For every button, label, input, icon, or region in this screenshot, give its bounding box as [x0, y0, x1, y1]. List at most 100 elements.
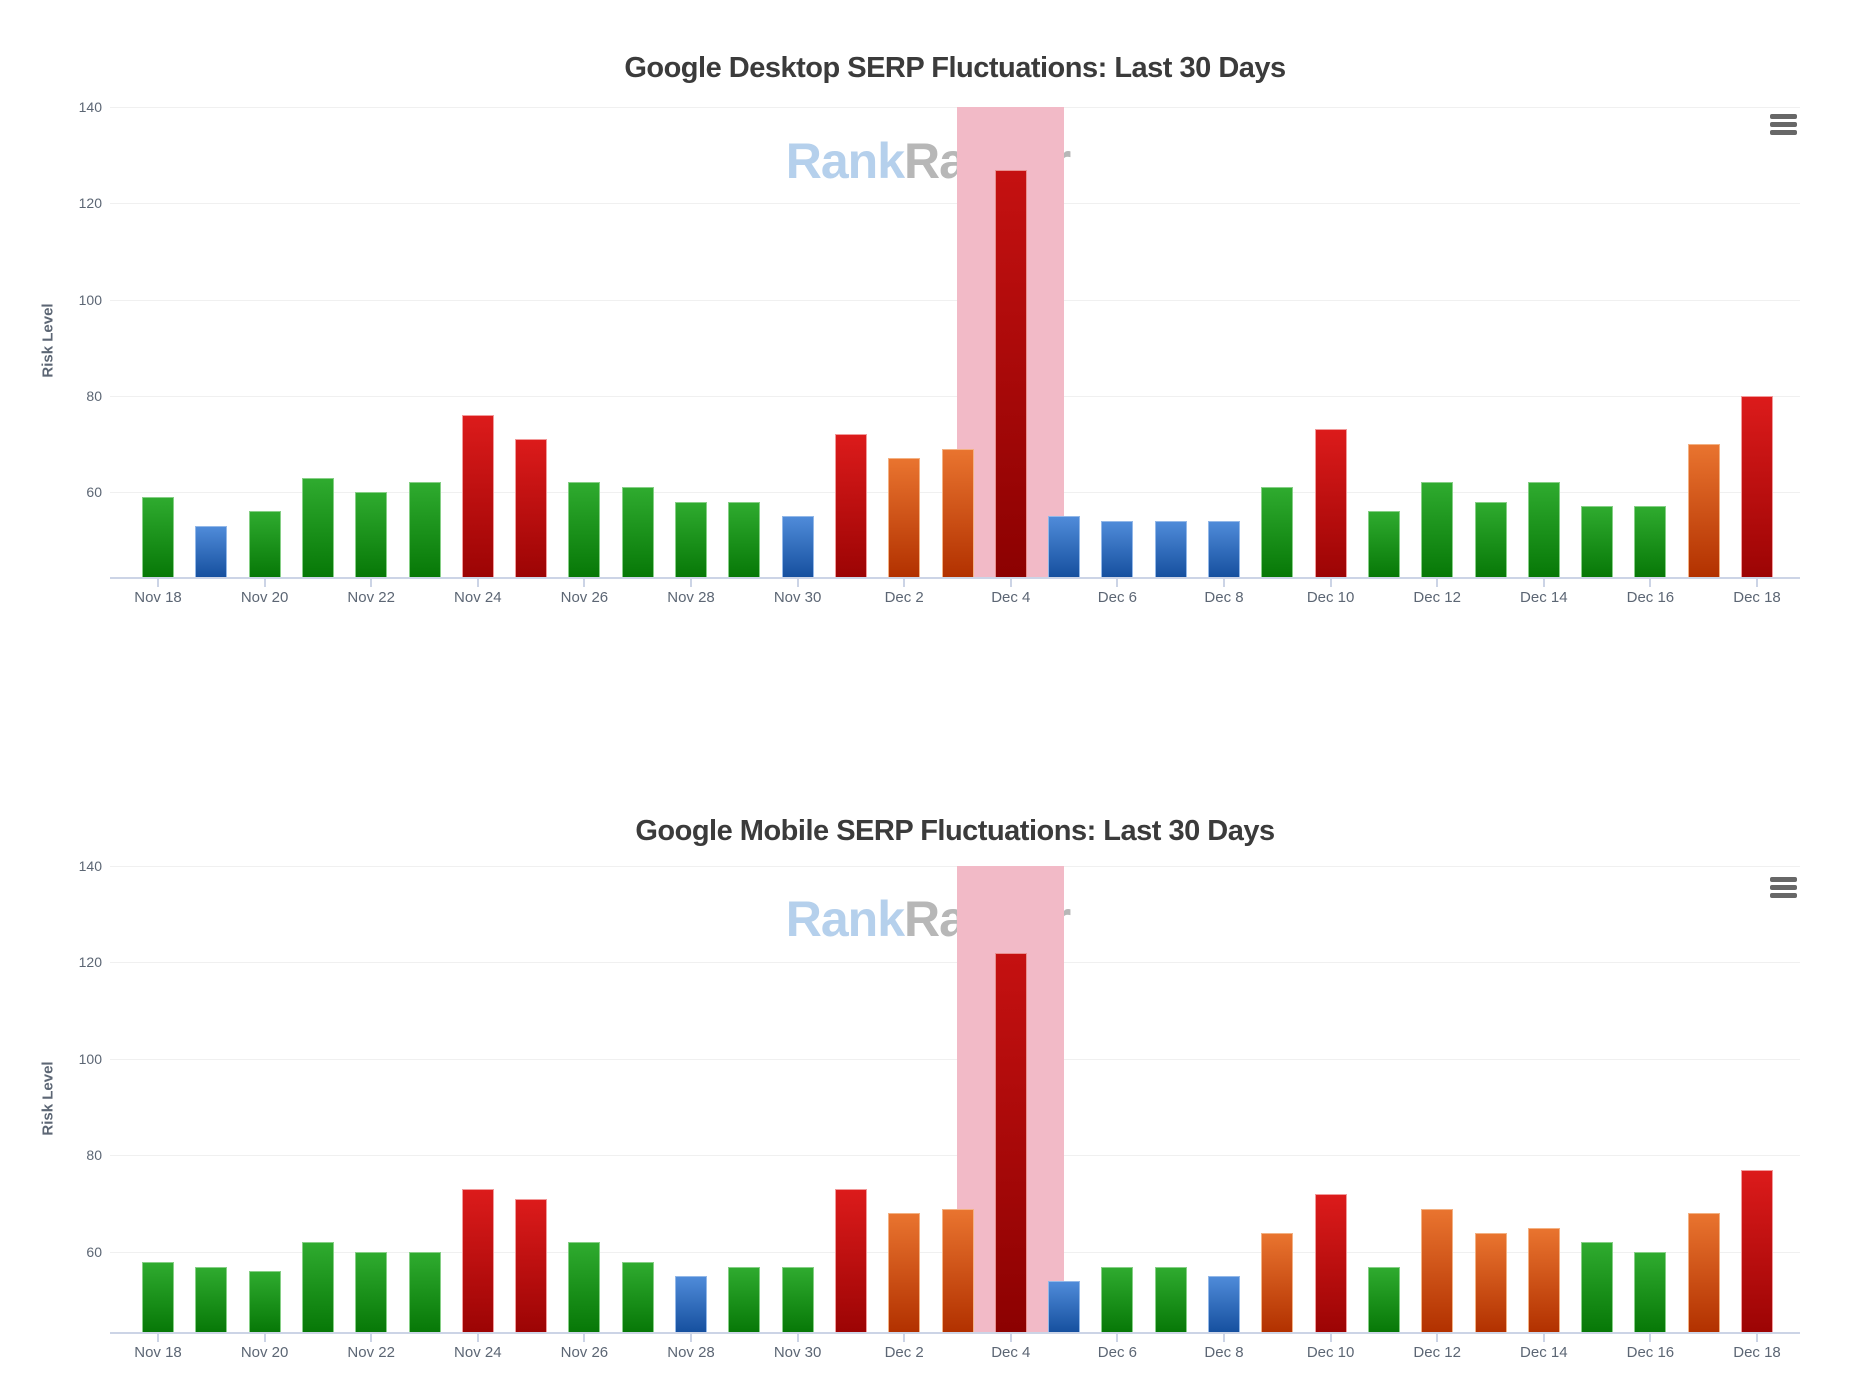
x-axis-tick [157, 579, 159, 587]
bar-dec-12[interactable] [1421, 482, 1454, 577]
x-axis-label: Dec 2 [884, 1344, 924, 1361]
bar-dec-11[interactable] [1367, 1266, 1400, 1332]
bar-nov-18[interactable] [142, 496, 174, 577]
bar-nov-29[interactable] [728, 501, 761, 577]
bar-nov-23[interactable] [408, 482, 441, 577]
bar-dec-8[interactable] [1208, 1276, 1240, 1332]
x-axis-tick [583, 579, 586, 587]
bar-dec-9[interactable] [1261, 1232, 1294, 1332]
bar-dec-6[interactable] [1101, 520, 1134, 577]
x-axis-label: Dec 18 [1733, 589, 1781, 606]
x-axis-label: Nov 20 [240, 589, 289, 606]
bar-dec-8[interactable] [1208, 520, 1240, 577]
gridline-y-80 [110, 395, 1800, 397]
bar-dec-13[interactable] [1474, 1232, 1507, 1332]
bar-nov-27[interactable] [621, 1261, 654, 1332]
bar-nov-20[interactable] [248, 511, 281, 578]
x-axis-tick [1436, 1334, 1439, 1342]
bar-nov-22[interactable] [355, 492, 388, 577]
y-axis-title: Risk Level [39, 303, 57, 378]
bar-nov-30[interactable] [781, 516, 814, 577]
x-axis-line [110, 1332, 1800, 1334]
y-axis-tick-label: 140 [78, 857, 102, 874]
bar-dec-13[interactable] [1474, 501, 1507, 577]
x-axis-tick [1542, 1334, 1545, 1342]
x-axis-label: Dec 4 [991, 589, 1031, 606]
x-axis-tick [1756, 579, 1758, 587]
x-axis-label: Dec 8 [1204, 589, 1244, 606]
x-axis-label: Nov 22 [347, 589, 395, 606]
x-axis-tick [263, 579, 266, 587]
bar-dec-2[interactable] [888, 1213, 921, 1332]
bar-nov-25[interactable] [515, 439, 548, 577]
bar-dec-14[interactable] [1527, 1227, 1560, 1332]
bar-dec-1[interactable] [834, 434, 867, 578]
chart-title: Google Mobile SERP Fluctuations: Last 30… [635, 815, 1275, 847]
x-axis-tick [1542, 579, 1545, 587]
y-axis-tick-label: 100 [78, 1050, 102, 1067]
bar-nov-27[interactable] [621, 487, 654, 577]
bar-dec-3[interactable] [941, 448, 974, 577]
bar-dec-10[interactable] [1314, 1194, 1347, 1332]
bar-dec-18[interactable] [1741, 1169, 1773, 1332]
bar-dec-17[interactable] [1687, 443, 1720, 577]
y-axis-tick-label: 100 [78, 291, 102, 308]
bar-dec-7[interactable] [1154, 1266, 1187, 1332]
gridline-y-120 [110, 962, 1800, 964]
bar-dec-3[interactable] [941, 1208, 974, 1332]
bar-dec-18[interactable] [1741, 395, 1773, 578]
bar-dec-16[interactable] [1634, 506, 1667, 577]
bar-nov-26[interactable] [568, 1242, 601, 1332]
x-axis-tick [476, 579, 479, 587]
x-axis-label: Dec 14 [1520, 589, 1568, 606]
y-axis-tick-label: 140 [78, 99, 102, 115]
bar-nov-24[interactable] [461, 1189, 494, 1332]
bar-dec-12[interactable] [1421, 1208, 1454, 1332]
bar-dec-9[interactable] [1261, 487, 1294, 577]
x-axis-tick [370, 579, 373, 587]
bar-dec-14[interactable] [1527, 482, 1560, 577]
x-axis-label: Dec 12 [1413, 1344, 1461, 1361]
y-axis-title: Risk Level [39, 1061, 57, 1136]
bar-dec-5[interactable] [1048, 516, 1081, 577]
bar-dec-15[interactable] [1581, 506, 1614, 577]
x-axis-label: Dec 14 [1520, 1344, 1568, 1361]
bar-dec-15[interactable] [1581, 1242, 1614, 1332]
x-axis-label: Dec 2 [884, 589, 924, 606]
bar-dec-7[interactable] [1154, 520, 1187, 577]
bar-nov-21[interactable] [301, 477, 334, 577]
x-axis-tick [1223, 579, 1225, 587]
hamburger-menu-icon [1770, 114, 1797, 119]
bar-dec-5[interactable] [1048, 1281, 1081, 1332]
hamburger-menu-icon [1770, 130, 1797, 135]
y-axis-tick-label: 80 [86, 1147, 102, 1164]
bar-nov-24[interactable] [461, 415, 494, 577]
bar-dec-10[interactable] [1314, 429, 1347, 577]
bar-nov-30[interactable] [781, 1266, 814, 1332]
bar-nov-18[interactable] [142, 1261, 174, 1332]
bar-nov-28[interactable] [675, 1276, 707, 1332]
bar-nov-21[interactable] [301, 1242, 334, 1332]
bar-dec-4[interactable] [994, 169, 1027, 577]
bar-nov-28[interactable] [675, 501, 707, 577]
x-axis-tick [263, 1334, 266, 1342]
bar-dec-17[interactable] [1687, 1213, 1720, 1332]
bar-nov-29[interactable] [728, 1266, 761, 1332]
bar-dec-1[interactable] [834, 1189, 867, 1332]
bar-dec-6[interactable] [1101, 1266, 1134, 1332]
bar-dec-11[interactable] [1367, 511, 1400, 578]
x-axis-tick [1116, 1334, 1119, 1342]
bar-nov-19[interactable] [195, 1266, 228, 1332]
bar-dec-4[interactable] [994, 952, 1027, 1332]
bar-nov-20[interactable] [248, 1271, 281, 1332]
bar-nov-23[interactable] [408, 1252, 441, 1332]
bar-dec-16[interactable] [1634, 1252, 1667, 1332]
bar-nov-22[interactable] [355, 1252, 388, 1332]
bar-dec-2[interactable] [888, 458, 921, 577]
chart-export-menu-button[interactable] [1770, 877, 1798, 898]
chart-export-menu-button[interactable] [1770, 114, 1798, 135]
bar-nov-19[interactable] [195, 525, 228, 577]
bar-nov-26[interactable] [568, 482, 601, 577]
bar-nov-25[interactable] [515, 1198, 548, 1332]
x-axis-tick [796, 1334, 799, 1342]
